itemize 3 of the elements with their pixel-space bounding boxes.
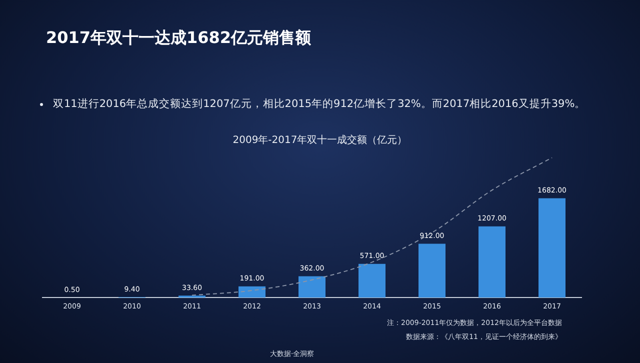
chart-title: 2017年双十一达成1682亿元销售额 xyxy=(46,28,312,49)
text: 双11进行2016年总成交额达到1207亿元，相比2015年的912亿增长了32%。而2017相比2016又提升39%。 xyxy=(53,98,586,110)
chart-subtitle: 2009年-2017年双十一成交额（亿元） xyxy=(232,134,408,147)
